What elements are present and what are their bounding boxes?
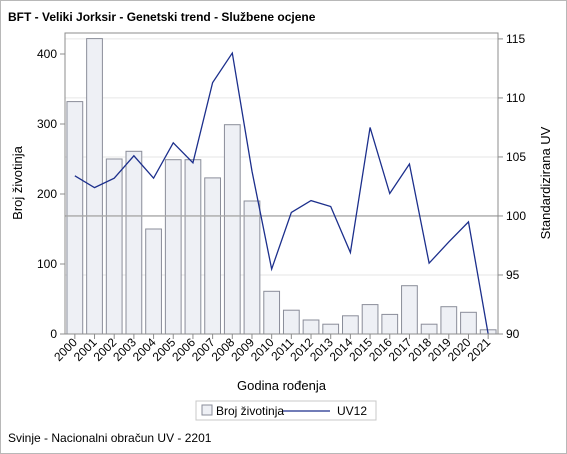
plot-border bbox=[64, 32, 499, 335]
bar-2009 bbox=[243, 200, 261, 335]
legend-bar-swatch bbox=[201, 404, 213, 416]
y-tick-label: 300 bbox=[37, 117, 57, 131]
y2-tick-label: 100 bbox=[506, 209, 526, 223]
y2-tick-label: 115 bbox=[506, 32, 525, 46]
chart-title: BFT - Veliki Jorksir - Genetski trend - … bbox=[8, 10, 316, 24]
bar-2006 bbox=[184, 159, 202, 335]
y2-axis-title: Standardizirana UV bbox=[538, 126, 553, 239]
bar-2017 bbox=[401, 285, 418, 335]
y2-tick-label: 90 bbox=[506, 327, 520, 341]
y-axis-title: Broj životinja bbox=[10, 145, 25, 219]
y2-tick-label: 95 bbox=[506, 268, 520, 282]
bar-2019 bbox=[440, 306, 458, 335]
footnote: Svinje - Nacionalni obračun UV - 2201 bbox=[8, 431, 212, 445]
y-axis-left: 0 100 200 300 400 bbox=[37, 47, 65, 341]
bar-2020 bbox=[460, 311, 477, 335]
uv12-line bbox=[74, 51, 489, 335]
bar-2002 bbox=[105, 158, 123, 335]
legend: Broj životinja UV12 bbox=[195, 400, 377, 421]
bar-2004 bbox=[145, 228, 162, 335]
y2-tick-label: 105 bbox=[506, 150, 526, 164]
bar-2007 bbox=[204, 177, 221, 335]
bar-2001 bbox=[86, 38, 103, 335]
bar-2014 bbox=[342, 315, 359, 335]
legend-box bbox=[195, 400, 377, 421]
bar-2011 bbox=[282, 309, 300, 335]
x-tick-label: 2021 bbox=[464, 335, 493, 364]
bar-2008 bbox=[223, 124, 241, 335]
bar-2000 bbox=[66, 101, 84, 335]
bar-2013 bbox=[322, 323, 340, 335]
x-axis-title: Godina rođenja bbox=[237, 378, 327, 393]
bar-2018 bbox=[420, 323, 438, 335]
bar-2012 bbox=[302, 319, 320, 335]
y2-tick-label: 110 bbox=[506, 91, 525, 105]
bar-2015 bbox=[361, 304, 379, 335]
x-axis: 2000200120022003200420052006200720082009… bbox=[51, 334, 494, 364]
bars bbox=[66, 38, 497, 335]
y-tick-label: 200 bbox=[37, 187, 57, 201]
y-tick-label: 0 bbox=[50, 327, 57, 341]
bar-2005 bbox=[164, 159, 182, 335]
bar-2016 bbox=[381, 313, 399, 335]
legend-label-line: UV12 bbox=[337, 404, 367, 418]
y-tick-label: 100 bbox=[37, 257, 57, 271]
bar-2010 bbox=[263, 290, 281, 335]
y-axis-right: 90 95 100 105 110 115 bbox=[498, 32, 526, 341]
y-tick-label: 400 bbox=[37, 47, 57, 61]
bar-2003 bbox=[125, 150, 143, 335]
legend-label-bars: Broj životinja bbox=[216, 404, 284, 418]
